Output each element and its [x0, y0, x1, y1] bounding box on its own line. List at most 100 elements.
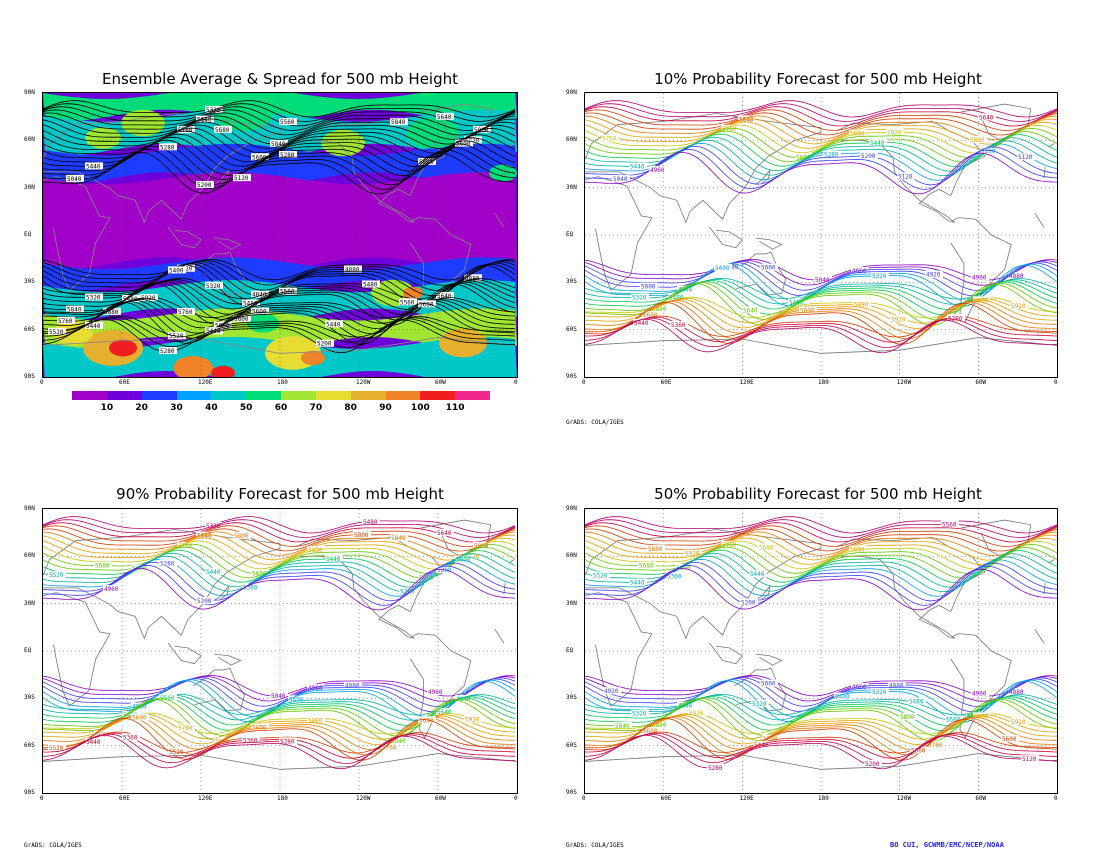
- colorbar-segment: [315, 391, 352, 400]
- svg-text:5440: 5440: [86, 739, 101, 746]
- svg-text:4920: 4920: [926, 272, 941, 279]
- contour-label: 5040: [270, 691, 288, 700]
- svg-text:5280: 5280: [160, 348, 175, 355]
- colorbar-segment: [455, 391, 491, 400]
- svg-text:5800: 5800: [354, 532, 369, 539]
- height-contour: [585, 699, 1057, 742]
- svg-text:4960: 4960: [104, 586, 119, 593]
- height-contour: [43, 699, 516, 742]
- contour-label: 5640: [742, 306, 760, 315]
- height-contour: [585, 316, 1057, 343]
- longitude-tick-label: 0: [1054, 795, 1058, 802]
- contour-label: 5600: [131, 713, 149, 722]
- svg-text:5680: 5680: [643, 728, 658, 735]
- contour-label: 5480: [362, 517, 380, 526]
- svg-text:5320: 5320: [872, 689, 887, 696]
- contour-label: 5520: [48, 743, 66, 752]
- coastline: [43, 529, 281, 640]
- svg-text:5320: 5320: [206, 283, 221, 290]
- height-contour: [585, 299, 1057, 335]
- height-contour: [585, 260, 1057, 286]
- contour-label: 5440: [869, 138, 887, 147]
- longitude-tick-label: 0: [582, 379, 586, 386]
- coastline: [508, 143, 515, 147]
- latitude-tick-label: EQ: [566, 231, 574, 238]
- contour-label: 5440: [325, 320, 343, 328]
- svg-text:5200: 5200: [197, 182, 212, 189]
- height-contour: [43, 534, 516, 561]
- svg-text:5760: 5760: [178, 127, 193, 134]
- longitude-tick-label: 0: [1054, 379, 1058, 386]
- latitude-tick-label: 60S: [24, 325, 35, 333]
- latitude-tick-label: 90S: [566, 373, 577, 380]
- panel-title: 50% Probability Forecast for 500 mb Heig…: [654, 485, 982, 503]
- contour-label: 5800: [233, 314, 251, 323]
- svg-text:5800: 5800: [234, 316, 249, 323]
- height-contour: [585, 301, 1057, 345]
- coastline: [43, 176, 111, 291]
- svg-text:5680: 5680: [215, 127, 230, 134]
- contour-label: 5200: [196, 596, 214, 605]
- longitude-tick-label: 120W: [356, 795, 371, 802]
- contour-label: 5600: [251, 307, 269, 316]
- latitude-tick-label: EQ: [24, 647, 32, 654]
- contour-label: 5880: [307, 716, 325, 725]
- svg-text:5480: 5480: [909, 698, 924, 705]
- height-contour: [43, 528, 516, 552]
- contour-label: 5760: [177, 126, 195, 134]
- latitude-tick-label: 30S: [24, 278, 35, 286]
- svg-text:5200: 5200: [865, 761, 880, 768]
- author-credit: BO CUI, GCWMB/EMC/NCEP/NOAA: [890, 841, 1004, 849]
- contour-label: 5000: [760, 263, 778, 272]
- colorbar-segment: [176, 391, 212, 400]
- longitude-tick-label: 60E: [119, 379, 130, 386]
- contour-label: 5280: [947, 314, 965, 322]
- svg-text:5480: 5480: [789, 300, 804, 307]
- height-contour: [43, 519, 516, 538]
- height-contour: [43, 315, 516, 338]
- longitude-tick-label: 180: [818, 379, 829, 386]
- svg-text:5320: 5320: [86, 294, 101, 301]
- svg-text:5880: 5880: [652, 306, 667, 313]
- contour-label: 5840: [270, 139, 288, 148]
- svg-text:5680: 5680: [643, 312, 658, 319]
- svg-text:5320: 5320: [206, 523, 221, 530]
- contour-label: 5280: [279, 151, 297, 159]
- svg-text:5440: 5440: [870, 140, 885, 147]
- coastline: [1034, 212, 1045, 228]
- contour-label: 5840: [66, 305, 84, 314]
- svg-text:5200: 5200: [981, 148, 996, 155]
- grads-credit: GrADS: COLA/IGES: [24, 842, 82, 849]
- height-contour: [585, 317, 1057, 348]
- svg-text:5800: 5800: [900, 714, 915, 721]
- svg-text:4880: 4880: [345, 266, 360, 273]
- contour-label: 4840: [251, 290, 269, 299]
- contour-label: 5520: [48, 327, 66, 336]
- colorbar-segment: [420, 391, 456, 400]
- height-contour: [43, 261, 516, 291]
- spread-fill: [211, 365, 235, 377]
- svg-text:4960: 4960: [852, 268, 867, 275]
- svg-text:5840: 5840: [391, 119, 406, 126]
- svg-text:5880: 5880: [104, 309, 119, 316]
- contour-label: 5440: [633, 318, 651, 327]
- svg-text:5600: 5600: [132, 715, 147, 722]
- coastline: [755, 237, 783, 250]
- svg-text:5920: 5920: [685, 550, 700, 557]
- coastline: [950, 217, 1012, 323]
- longitude-tick-label: 120E: [198, 379, 213, 386]
- svg-text:4960: 4960: [428, 689, 443, 696]
- height-contour: [43, 302, 516, 345]
- contour-label: 5040: [612, 175, 630, 183]
- height-contour: [585, 567, 1057, 611]
- svg-text:5760: 5760: [178, 309, 193, 316]
- contour-label: 5680: [418, 716, 436, 724]
- svg-text:5400: 5400: [835, 694, 850, 701]
- coastline: [585, 337, 1057, 354]
- contour-label: 5320: [85, 293, 103, 301]
- svg-text:5280: 5280: [280, 738, 295, 745]
- svg-text:5880: 5880: [854, 301, 869, 308]
- height-contour: [585, 733, 1057, 764]
- height-contour: [43, 299, 516, 335]
- svg-text:5120: 5120: [1018, 154, 1033, 161]
